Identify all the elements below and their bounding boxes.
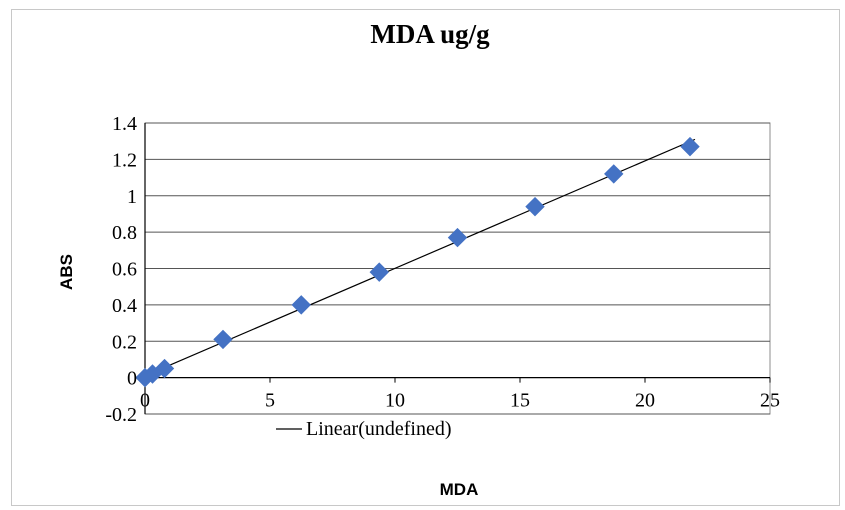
y-tick-label: 0.4 — [112, 295, 137, 317]
chart-title: MDA ug/g — [370, 19, 490, 49]
legend-trendline-label: Linear(undefined) — [306, 418, 451, 440]
x-axis-label: MDA — [440, 480, 479, 499]
x-tick-label: 0 — [140, 390, 150, 412]
data-point — [291, 295, 311, 315]
data-point — [369, 262, 389, 282]
trendline — [144, 138, 696, 377]
y-tick-label: 1 — [127, 186, 137, 208]
y-axis-label: ABS — [57, 254, 76, 290]
x-tick-label: 25 — [760, 390, 780, 412]
points-layer — [135, 136, 700, 388]
data-point — [604, 164, 624, 184]
y-tick-label: 0 — [127, 368, 137, 390]
trendline-layer — [144, 138, 696, 377]
y-tick-label: 1.2 — [112, 149, 137, 171]
data-point — [525, 196, 545, 217]
x-tick-labels: 0 5 10 15 20 25 — [140, 390, 780, 412]
chart-svg: -0.200.20.40.60.811.21.4 0 5 10 15 20 25 MDA … — [57, 19, 780, 499]
y-tick-label: 0.8 — [112, 222, 137, 244]
chart-frame: -0.2 0 0.2 0.4 0.6 0.8 1 1.2 1.4 0 5 10 15 20 25 MDA … — [11, 9, 840, 506]
data-point — [447, 227, 468, 248]
y-tick-label: 1.4 — [112, 113, 137, 135]
axes — [144, 123, 771, 414]
x-tick-label: 15 — [510, 390, 530, 412]
legend: Linear(undefined) — [276, 418, 451, 440]
data-point — [213, 329, 233, 350]
x-tick-label: 10 — [385, 390, 405, 412]
x-tick-label: 20 — [635, 390, 655, 412]
x-tick-label: 5 — [265, 390, 275, 412]
y-tick-label: -0.2 — [105, 404, 137, 426]
y-tick-label: 0.2 — [112, 331, 137, 353]
y-tick-label: 0.6 — [112, 259, 137, 281]
data-point — [154, 358, 175, 379]
data-point — [680, 136, 700, 157]
y-tick-labels: -0.2 0 0.2 0.4 0.6 0.8 1 1.2 1.4 — [105, 113, 137, 426]
